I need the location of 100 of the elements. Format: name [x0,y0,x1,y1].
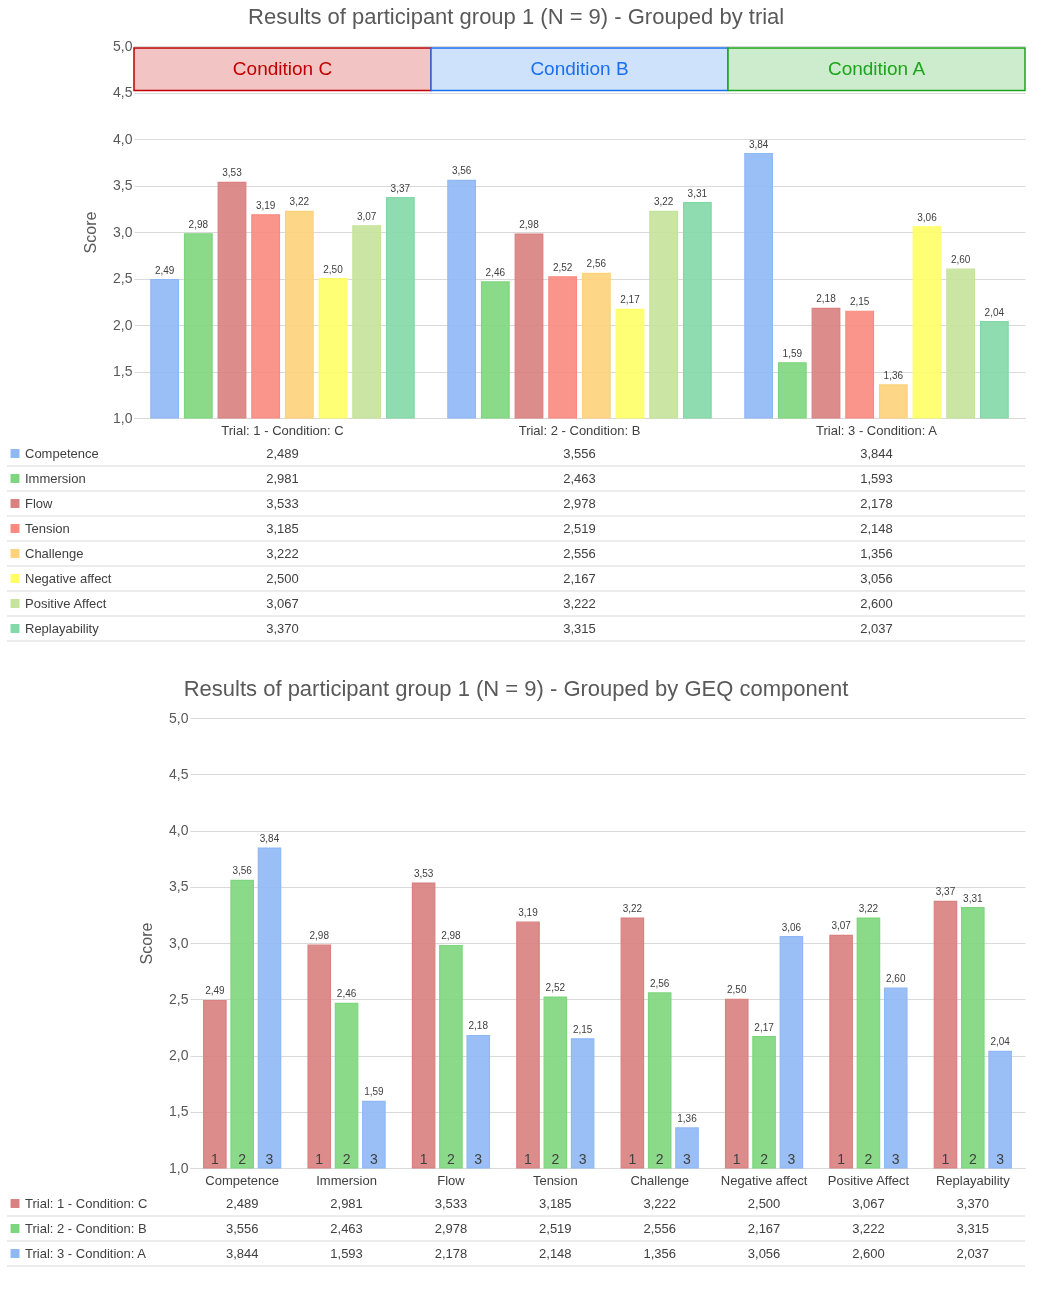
data-label: 3,06 [917,211,938,223]
text: 2 [655,1151,664,1167]
data-label: 1,59 [782,347,803,359]
text: 2,148 [860,520,893,536]
data-label: 3,56 [451,165,472,177]
text: 2,463 [563,470,596,486]
text: 2,981 [266,470,299,486]
text: 2,978 [563,495,596,511]
data-label: 2,52 [545,982,566,994]
legend-label: Challenge [25,545,84,561]
text: 1 [941,1151,950,1167]
text: 2,600 [852,1245,885,1261]
y-tick-label: 3,5 [113,177,133,193]
text: 3,185 [539,1195,572,1211]
data-label: 3,19 [518,907,539,919]
text: 2 [760,1151,768,1167]
legend-label: Positive Affect [25,595,107,611]
data-label: 2,17 [620,294,641,306]
data-label: 3,53 [413,868,434,880]
y-tick-label: 3,0 [169,934,189,951]
text: 2,600 [860,595,893,611]
text: 3,067 [266,595,299,611]
x-tick-label: Negative affect [720,1172,808,1188]
annotation: Condition C [232,58,333,80]
text: 3 [996,1151,1005,1167]
text: 2,178 [434,1245,468,1261]
y-tick-label: 1,0 [169,1159,189,1176]
text: 2,519 [539,1220,572,1236]
y-tick-label: 5,0 [113,37,133,54]
text: 3,067 [852,1195,885,1211]
data-label: 2,50 [323,263,344,275]
data-label: 2,17 [754,1021,775,1033]
data-label: 2,60 [950,254,971,266]
legend-label: Competence [25,445,99,461]
y-axis-title: Score [138,922,156,965]
data-label: 3,56 [232,865,253,877]
legend-label: Trial: 1 - Condition: C [25,1195,148,1211]
text: 1 [419,1151,428,1167]
text: 3,315 [956,1220,990,1236]
text: 2 [447,1151,455,1167]
x-tick-label: Trial: 2 - Condition: B [518,422,641,438]
text: 2 [551,1151,560,1167]
y-tick-label: 4,0 [169,822,189,838]
data-label: 2,98 [309,930,330,942]
y-axis-title: Score [82,211,100,254]
text: 3 [578,1151,587,1167]
y-tick-label: 4,0 [113,130,133,147]
text: 3 [474,1151,483,1167]
text: 2 [342,1151,351,1167]
chart-title: Results of participant group 1 (N = 9) - Grouped by GEQ component [183,676,849,701]
data-label: 2,18 [816,293,837,305]
x-tick-label: Tension [532,1172,578,1188]
text: 3,370 [266,620,299,636]
text: 2,167 [563,570,596,586]
text: 1 [732,1151,741,1167]
annotation: 1 [210,1151,219,1167]
text: 2,556 [563,545,596,561]
data-label: 2,56 [649,977,670,989]
text: 1 [837,1151,846,1167]
y-tick-label: 5,0 [169,709,189,726]
data-label: 1,36 [883,369,904,381]
text: 2,519 [563,520,596,536]
data-label: 2,04 [990,1036,1011,1048]
data-label: 3,06 [781,921,802,933]
text: 1,356 [860,545,893,561]
data-label: 3,22 [653,196,674,208]
data-label: 2,60 [886,973,906,984]
data-label: 2,56 [586,258,607,270]
annotation: Condition B [530,58,629,80]
data-label: 2,46 [336,988,357,1000]
text: 3,056 [860,570,893,586]
x-tick-label: Trial: 1 - Condition: C [221,422,344,438]
text: 2 [864,1151,873,1167]
data-label: 2,15 [572,1023,593,1035]
text: 3 [891,1151,900,1167]
text: 2,500 [266,570,299,586]
text: 3,556 [563,445,596,461]
data-label: 2,18 [468,1020,489,1032]
legend-label: Replayability [25,620,100,636]
data-label: 3,22 [622,903,643,915]
data-label: 2,98 [188,218,209,230]
annotation: 3 [265,1151,274,1167]
text: 2,489 [225,1195,259,1211]
text: 2,981 [330,1195,363,1211]
text: 2,148 [539,1245,572,1261]
data-label: 3,19 [255,199,276,211]
data-label: 2,52 [552,261,573,273]
text: 3,222 [563,595,596,611]
text: 2,037 [956,1245,990,1261]
x-tick-label: Flow [437,1172,466,1188]
data-label: 2,49 [154,264,175,276]
text: 3,533 [434,1195,468,1211]
text: 1 [628,1151,637,1167]
data-label: 3,53 [222,167,243,179]
data-label: 2,50 [727,984,747,996]
data-label: 3,31 [963,892,983,904]
text: 3 [683,1151,691,1167]
y-tick-label: 2,5 [169,990,189,1007]
y-tick-label: 2,0 [113,316,133,333]
text: 1 [524,1151,532,1167]
